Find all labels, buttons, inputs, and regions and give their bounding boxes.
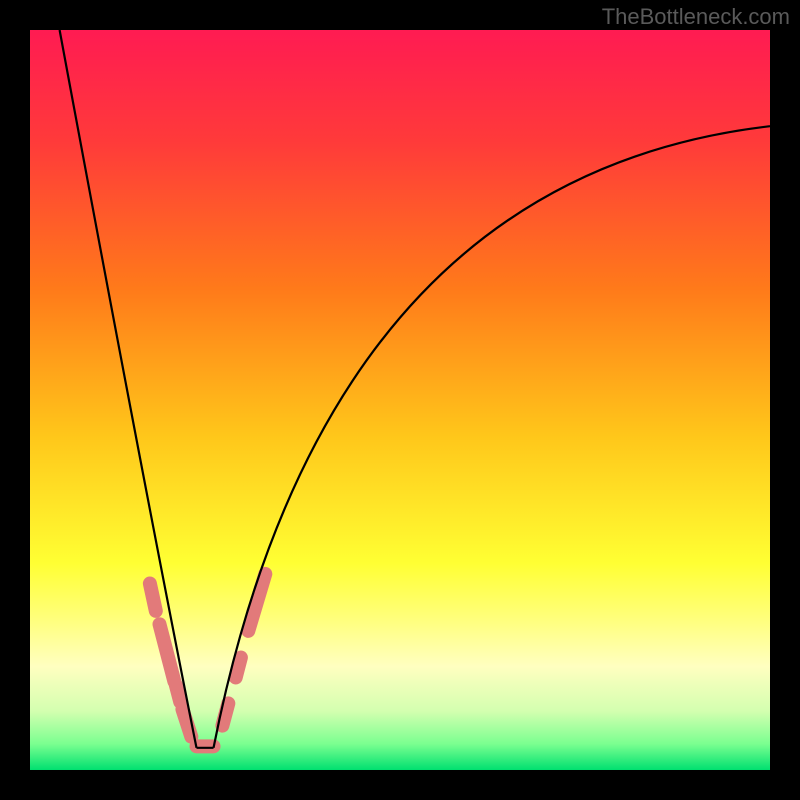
right-curve [214, 126, 770, 748]
data-segment [150, 584, 156, 611]
data-segment [236, 658, 241, 678]
chart-frame: TheBottleneck.com [0, 0, 800, 800]
left-curve [60, 30, 197, 748]
data-segment [160, 624, 175, 681]
watermark-text: TheBottleneck.com [602, 4, 790, 30]
data-segment [176, 685, 180, 702]
curve-layer [30, 30, 770, 770]
plot-area [30, 30, 770, 770]
